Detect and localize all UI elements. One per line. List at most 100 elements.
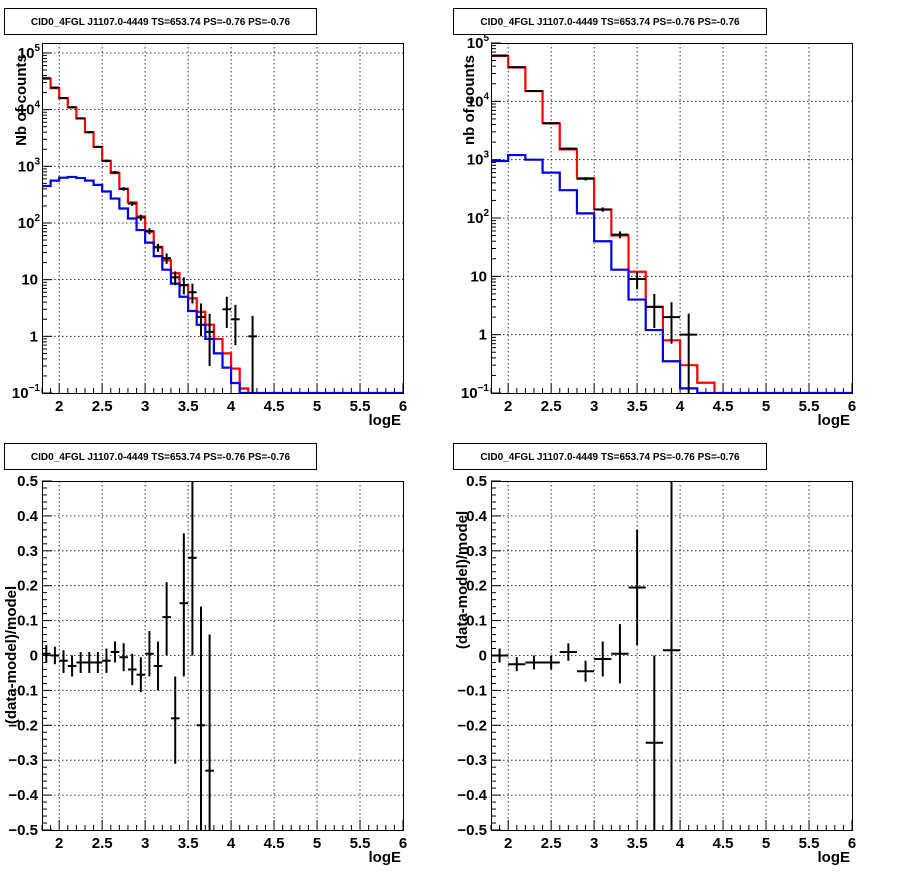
x-tick-label: 2.5 xyxy=(541,835,562,852)
x-tick-label: 3 xyxy=(141,398,149,415)
data-point xyxy=(127,653,137,686)
x-tick-label: 5 xyxy=(313,835,321,852)
plot-area xyxy=(42,77,403,393)
data-point xyxy=(559,643,577,661)
data-point xyxy=(162,582,171,656)
plot-frame xyxy=(491,481,853,831)
data-point xyxy=(231,304,240,346)
x-tick-label: 2 xyxy=(55,398,63,415)
y-tick-label: −0.1 xyxy=(8,682,38,699)
data-point xyxy=(145,228,154,235)
x-tick-label: 3.5 xyxy=(627,835,648,852)
data-point xyxy=(611,624,629,684)
x-tick-label: 3 xyxy=(141,835,149,852)
data-point xyxy=(84,652,94,673)
y-tick-labels: 10−1 1 10 102 103 104 105 xyxy=(461,33,490,402)
chart-title-box: CID0_4FGL J1107.0-4449 TS=653.74 PS=-0.7… xyxy=(4,443,317,470)
x-tick-labels: 2 2.5 3 3.5 4 4.5 5 5.5 6 xyxy=(55,835,407,852)
x-tick-label: 2.5 xyxy=(541,398,562,415)
x-tick-label: 4.5 xyxy=(264,835,285,852)
x-tick-label: 2.5 xyxy=(92,835,113,852)
y-tick-label: 102 xyxy=(18,213,41,232)
data-point xyxy=(76,117,85,120)
data-point xyxy=(179,277,189,295)
chart-1: CID0_4FGL J1107.0-4449 TS=653.74 PS=-0.7… xyxy=(4,8,407,429)
x-tick-labels: 2 2.5 3 3.5 4 4.5 5 5.5 6 xyxy=(55,398,407,415)
x-tick-label: 2 xyxy=(504,835,512,852)
x-tick-labels: 2 2.5 3 3.5 4 4.5 5 5.5 6 xyxy=(504,835,856,852)
data-point xyxy=(102,159,111,163)
data-point xyxy=(222,296,232,329)
data-point xyxy=(136,214,146,221)
y-tick-label: 10−1 xyxy=(461,383,490,402)
data-point xyxy=(188,481,197,656)
data-point xyxy=(127,201,137,206)
y-tick-label: 104 xyxy=(18,100,41,119)
chart-title-box: CID0_4FGL J1107.0-4449 TS=653.74 PS=-0.7… xyxy=(453,8,767,35)
data-point xyxy=(645,293,663,329)
data-point xyxy=(179,533,189,677)
data-point xyxy=(170,271,180,286)
x-tick-label: 2 xyxy=(504,398,512,415)
data-point xyxy=(205,634,214,830)
y-tick-label: −0.3 xyxy=(457,752,487,769)
series-line-1 xyxy=(42,77,250,393)
data-point xyxy=(84,130,94,134)
x-tick-label: 6 xyxy=(848,398,856,415)
y-tick-label: 10 xyxy=(21,272,38,289)
data-point xyxy=(594,641,612,677)
x-tick-label: 4.5 xyxy=(713,398,734,415)
x-tick-label: 2 xyxy=(55,835,63,852)
series-line-1 xyxy=(491,54,716,393)
data-point xyxy=(559,147,577,150)
data-point xyxy=(525,90,543,93)
x-tick-labels: 2 2.5 3 3.5 4 4.5 5 5.5 6 xyxy=(504,398,856,415)
y-tick-label: 10−1 xyxy=(12,383,41,402)
data-point xyxy=(628,529,646,646)
x-tick-label: 4 xyxy=(227,835,236,852)
data-point xyxy=(76,652,85,673)
x-tick-label: 5 xyxy=(313,398,321,415)
data-point xyxy=(680,313,698,393)
y-tick-label: 0.5 xyxy=(17,473,38,490)
chart-2: CID0_4FGL J1107.0-4449 TS=653.74 PS=-0.7… xyxy=(453,8,856,429)
data-point xyxy=(491,648,509,663)
x-tick-label: 2.5 xyxy=(92,398,113,415)
y-tick-label: −0.2 xyxy=(8,717,38,734)
series-line-2 xyxy=(42,175,403,393)
x-tick-label: 5.5 xyxy=(350,398,371,415)
data-point xyxy=(145,631,154,677)
chart-title-box: CID0_4FGL J1107.0-4449 TS=653.74 PS=-0.7… xyxy=(4,8,317,35)
y-axis-label: Nb of counts xyxy=(13,54,30,146)
data-point xyxy=(153,641,163,691)
y-tick-label: 0.2 xyxy=(17,578,38,595)
y-tick-label: 0 xyxy=(30,648,38,665)
ticks xyxy=(41,480,404,831)
data-point xyxy=(196,606,206,830)
chart-title: CID0_4FGL J1107.0-4449 TS=653.74 PS=-0.7… xyxy=(480,17,740,28)
plot-area xyxy=(491,54,852,393)
y-tick-label: −0.2 xyxy=(457,717,487,734)
x-tick-label: 4 xyxy=(676,835,685,852)
y-tick-label: −0.5 xyxy=(8,822,38,839)
y-axis-label: (data-model)/model xyxy=(3,586,20,724)
data-point xyxy=(248,315,257,393)
y-tick-label: 1 xyxy=(30,328,38,345)
data-point xyxy=(628,271,646,290)
y-tick-label: 103 xyxy=(18,156,41,175)
y-tick-label: −0.5 xyxy=(457,822,487,839)
y-tick-label: 0 xyxy=(479,648,487,665)
data-point xyxy=(542,655,560,670)
x-axis-label: logE xyxy=(369,412,402,429)
x-tick-label: 3.5 xyxy=(627,398,648,415)
y-tick-label: 105 xyxy=(467,33,490,52)
data-point xyxy=(196,303,206,337)
y-tick-labels: −0.5 −0.4 −0.3 −0.2 −0.1 0 0.1 0.2 0.3 0.4 0.5 xyxy=(8,473,38,839)
x-tick-label: 4 xyxy=(227,398,236,415)
y-tick-label: 103 xyxy=(467,150,490,169)
data-point xyxy=(59,650,68,673)
y-axis-label: (data-model)/model xyxy=(454,511,471,649)
y-tick-label: 102 xyxy=(467,208,490,227)
y-tick-label: −0.3 xyxy=(8,752,38,769)
